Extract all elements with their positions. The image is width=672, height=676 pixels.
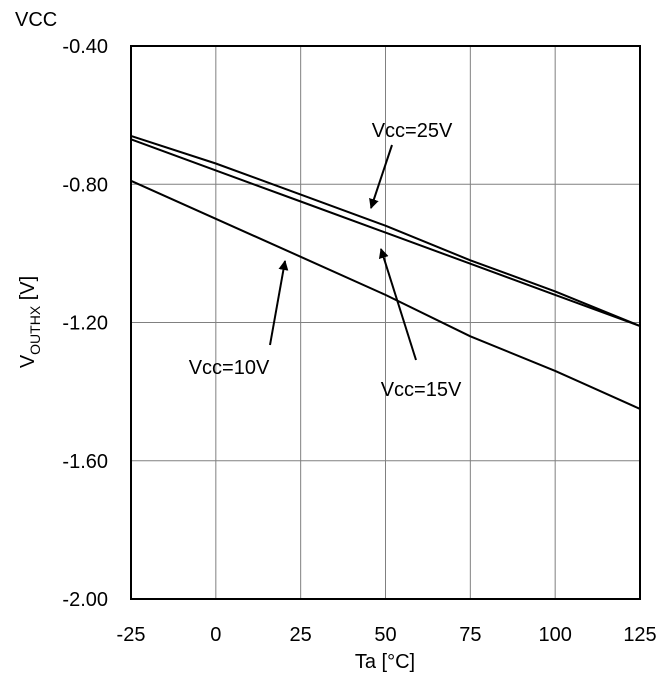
annotations: Vcc=25V Vcc=15V Vcc=10V: [189, 120, 462, 401]
series-lines: [130, 134, 641, 410]
y-tick-label: -0.80: [62, 174, 108, 196]
y-axis-label: VOUTHX [V]: [17, 276, 43, 368]
annotation-label-vcc-15v: Vcc=15V: [381, 379, 462, 401]
series-line-vcc-25v: [130, 134, 641, 327]
x-tick-label: 25: [290, 624, 312, 646]
x-tick-label: 50: [374, 624, 396, 646]
x-tick-label: 75: [459, 624, 481, 646]
annotation-label-vcc-25v: Vcc=25V: [372, 120, 453, 142]
y-axis-label-subscript: OUTHX: [27, 305, 43, 355]
x-tick-label: -25: [117, 624, 146, 646]
series-line-vcc-10v: [130, 179, 641, 410]
y-axis-label-unit: [V]: [17, 276, 39, 306]
y-tick-label: -1.20: [62, 313, 108, 335]
x-tick-label: 100: [538, 624, 571, 646]
grid: [131, 46, 640, 599]
x-tick-labels: -25 0 25 50 75 100 125: [117, 624, 657, 646]
y-tick-label: -2.00: [62, 589, 108, 611]
plot-frame: [130, 45, 641, 600]
annotation-arrow-vcc-10v: [269, 260, 289, 346]
y-tick-label: -0.40: [62, 36, 108, 58]
corner-label: VCC: [15, 9, 57, 31]
x-tick-label: 125: [623, 624, 656, 646]
y-tick-label: -1.60: [62, 451, 108, 473]
annotation-arrow-vcc-25v: [369, 144, 393, 209]
annotation-arrow-vcc-15v: [378, 248, 417, 361]
series-line-vcc-15v: [130, 138, 641, 327]
y-tick-labels: -0.40 -0.80 -1.20 -1.60 -2.00: [62, 36, 108, 611]
y-axis-label-main: V: [17, 354, 39, 368]
x-axis-label: Ta [°C]: [355, 651, 415, 673]
x-tick-label: 0: [210, 624, 221, 646]
annotation-label-vcc-10v: Vcc=10V: [189, 357, 270, 379]
